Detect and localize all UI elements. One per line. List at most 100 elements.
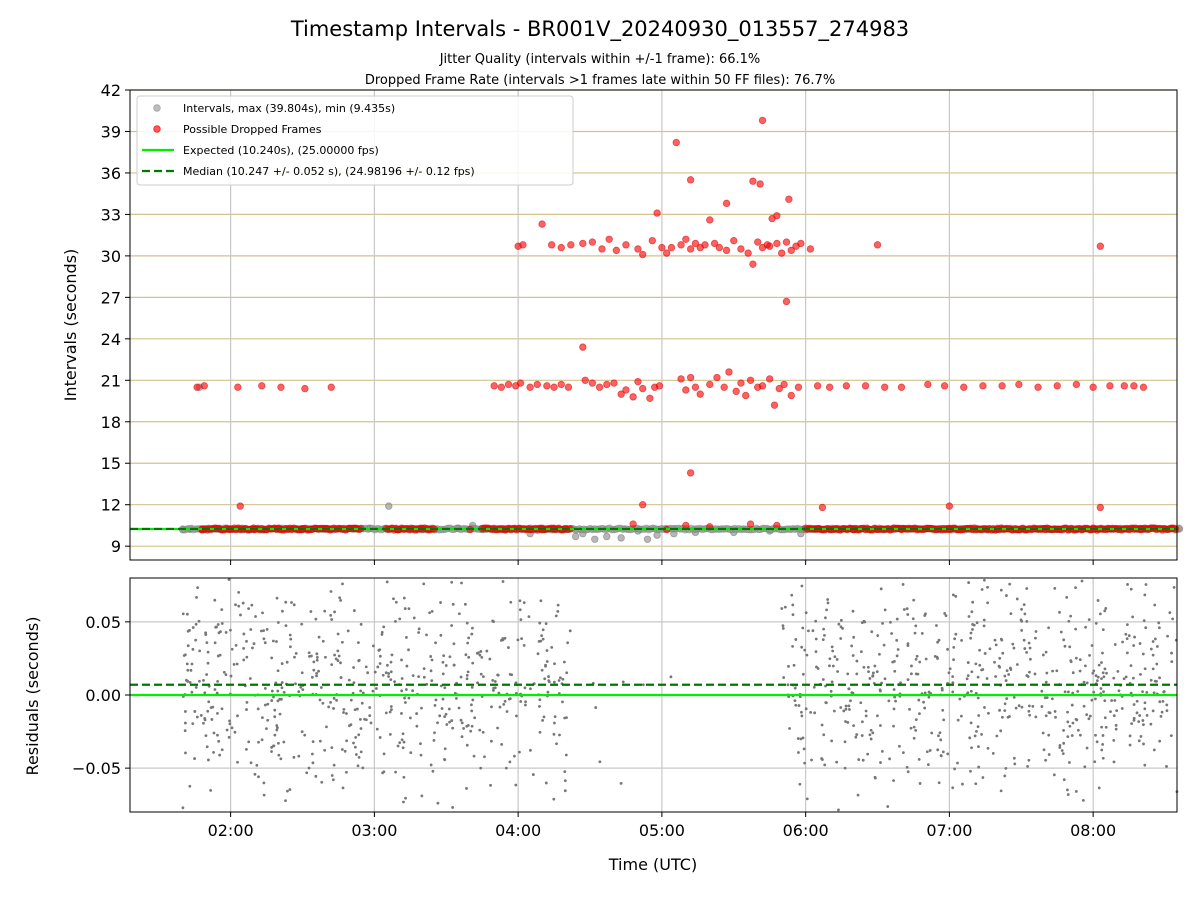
residual-point — [488, 657, 492, 661]
dropped-frame-point — [234, 383, 242, 391]
residual-point — [1013, 762, 1017, 766]
dropped-frame-point — [1106, 382, 1114, 390]
residual-point — [443, 686, 447, 690]
residual-point — [492, 620, 495, 624]
residual-point — [1054, 715, 1057, 719]
residual-point — [960, 638, 963, 642]
residual-point — [935, 624, 938, 627]
residual-point — [1104, 725, 1108, 729]
residual-point — [936, 748, 940, 752]
residual-point — [531, 773, 535, 776]
residual-point — [669, 675, 673, 679]
residual-point — [346, 629, 350, 633]
residual-point — [901, 583, 905, 586]
residual-point — [315, 656, 319, 659]
residual-point — [892, 724, 895, 728]
residual-point — [465, 674, 469, 677]
residual-point — [941, 708, 945, 712]
residual-point — [1102, 675, 1106, 679]
residual-point — [405, 636, 408, 639]
residual-point — [438, 714, 442, 718]
residual-point — [977, 714, 981, 717]
residual-point — [835, 657, 839, 661]
residual-point — [852, 635, 856, 639]
residual-point — [219, 630, 222, 634]
residual-point — [993, 660, 996, 664]
residual-point — [228, 722, 232, 726]
residual-point — [982, 624, 986, 628]
residual-point — [1012, 646, 1016, 650]
residual-point — [1162, 690, 1166, 693]
residual-point — [1103, 667, 1107, 671]
residual-point — [883, 608, 887, 612]
residual-point — [465, 621, 469, 625]
residual-point — [358, 717, 362, 721]
dropped-frame-point — [746, 520, 755, 528]
residual-point — [823, 763, 827, 767]
residual-point — [1080, 579, 1084, 583]
dropped-frame-point — [773, 521, 781, 530]
residual-point — [780, 607, 784, 610]
residual-point — [1104, 607, 1108, 610]
residual-point — [245, 639, 248, 643]
residual-point — [400, 658, 403, 662]
residual-point — [947, 671, 951, 675]
residual-point — [359, 750, 363, 754]
dropped-frame-point — [564, 383, 573, 391]
residual-point — [186, 668, 190, 672]
residual-point — [868, 733, 872, 737]
residual-point — [1125, 623, 1129, 627]
residual-point — [561, 677, 565, 681]
residual-point — [951, 786, 955, 790]
dropped-frame-point — [897, 383, 906, 391]
residual-point — [894, 699, 897, 703]
residual-point — [830, 680, 834, 684]
residual-point — [956, 761, 959, 765]
residual-point — [429, 669, 433, 673]
residual-point — [332, 763, 336, 767]
residual-point — [1078, 658, 1082, 662]
residual-point — [329, 590, 333, 593]
residual-point — [186, 679, 190, 683]
residual-point — [263, 687, 267, 690]
dropped-frame-point — [782, 297, 791, 306]
residual-point — [787, 664, 790, 668]
residual-point — [441, 697, 445, 701]
dropped-frame-point — [713, 373, 721, 382]
dropped-frame-point — [658, 243, 666, 252]
residual-point — [401, 732, 405, 736]
residual-point — [906, 770, 910, 774]
residual-point — [811, 629, 815, 633]
dropped-frame-point — [327, 383, 335, 391]
residual-point — [562, 660, 566, 664]
residual-point — [1047, 626, 1050, 630]
residual-point — [323, 748, 327, 752]
dropped-frame-point — [861, 382, 870, 390]
residual-point — [198, 649, 202, 653]
residual-point — [568, 629, 572, 633]
residual-point — [334, 657, 338, 661]
residual-point — [281, 609, 284, 613]
residual-point — [828, 664, 831, 668]
residual-point — [493, 686, 497, 690]
residual-point — [902, 608, 906, 611]
residual-point — [422, 582, 426, 586]
residual-point — [910, 672, 913, 676]
residual-point — [1017, 704, 1021, 708]
residual-point — [1101, 742, 1105, 746]
interval-point — [571, 532, 580, 541]
residual-point — [920, 631, 924, 635]
residual-point — [503, 699, 507, 703]
residual-point — [831, 664, 835, 668]
residual-point — [967, 615, 971, 618]
residual-point — [378, 654, 382, 658]
dropped-frame-point — [646, 394, 654, 402]
residual-point — [918, 712, 921, 716]
residual-point — [387, 672, 391, 675]
residual-point — [836, 670, 839, 673]
residual-point — [518, 608, 522, 612]
residual-point — [1152, 748, 1156, 752]
residual-point — [347, 678, 351, 682]
residual-point — [433, 731, 436, 735]
residual-point — [387, 675, 390, 678]
